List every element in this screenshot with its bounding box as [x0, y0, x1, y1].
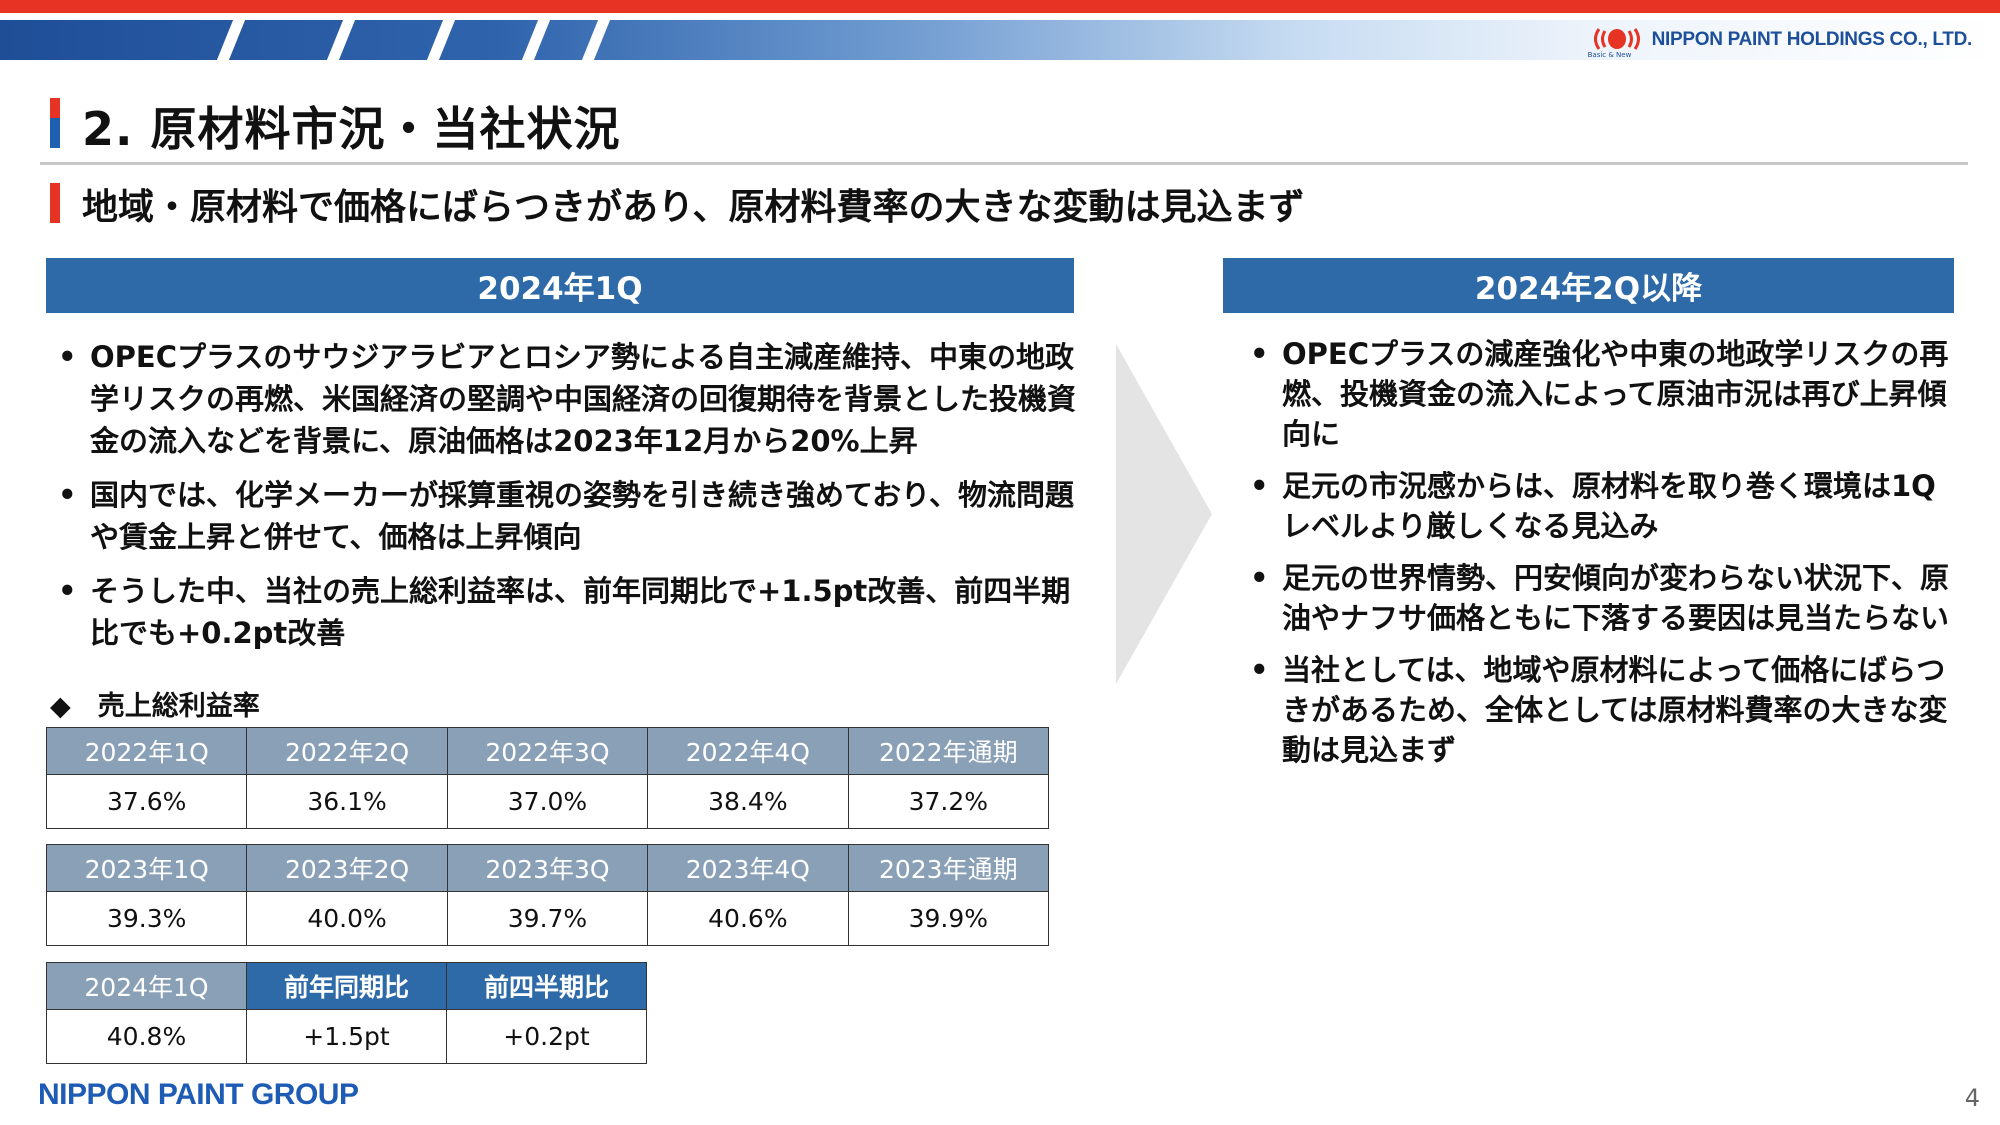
table-header-cell: 前年同期比 — [246, 962, 447, 1010]
table-row: 37.6% 36.1% 37.0% 38.4% 37.2% — [45, 774, 1050, 829]
left-bullet-list: OPECプラスのサウジアラビアとロシア勢による自主減産維持、中東の地政学リスクの… — [46, 336, 1076, 666]
table-header-cell: 2024年1Q — [46, 962, 247, 1010]
table-header-cell: 2023年2Q — [246, 844, 448, 892]
table-cell: 40.8% — [46, 1009, 247, 1064]
gross-margin-table-2024: 2024年1Q 前年同期比 前四半期比 40.8% +1.5pt +0.2pt — [46, 962, 647, 1064]
company-name: NIPPON PAINT HOLDINGS CO., LTD. — [1651, 29, 1973, 50]
table-cell: 38.4% — [647, 774, 849, 829]
table-cell: 37.2% — [847, 774, 1050, 829]
top-red-stripe — [0, 0, 2000, 13]
table-cell: +1.5pt — [246, 1009, 447, 1064]
table-cell: 36.1% — [246, 774, 448, 829]
table-header-cell: 2023年4Q — [647, 844, 849, 892]
bullet-item: 国内では、化学メーカーが採算重視の姿勢を引き続き強めており、物流問題や賃金上昇と… — [46, 474, 1076, 558]
gross-margin-caption: ◆ 売上総利益率 — [50, 691, 260, 722]
subtitle-accent-bar — [50, 183, 60, 223]
table-cell: 37.6% — [45, 774, 248, 829]
table-cell: 39.3% — [45, 891, 248, 946]
table-header-cell: 前四半期比 — [446, 962, 647, 1010]
page-number: 4 — [1964, 1084, 1980, 1112]
table-header-cell: 2023年3Q — [446, 844, 649, 892]
table-header-cell: 2022年通期 — [847, 727, 1050, 775]
group-logo: NIPPON PAINT GROUP — [38, 1078, 359, 1111]
gross-margin-table-2023: 2023年1Q 2023年2Q 2023年3Q 2023年4Q 2023年通期 … — [45, 844, 1050, 946]
table-cell: 40.6% — [647, 891, 849, 946]
table-row: 40.8% +1.5pt +0.2pt — [46, 1009, 647, 1064]
table-header-cell: 2022年4Q — [647, 727, 849, 775]
table-cell: 39.7% — [446, 891, 649, 946]
bullet-item: OPECプラスのサウジアラビアとロシア勢による自主減産維持、中東の地政学リスクの… — [46, 336, 1076, 462]
left-panel-heading: 2024年1Q — [46, 258, 1074, 313]
table-header-cell: 2022年1Q — [45, 727, 248, 775]
table-cell: 40.0% — [246, 891, 448, 946]
table-cell: +0.2pt — [446, 1009, 647, 1064]
title-accent-bar — [50, 98, 60, 148]
title-divider — [40, 162, 1968, 165]
table-cell: 39.9% — [847, 891, 1050, 946]
bullet-item: 当社としては、地域や原材料によって価格にばらつきがあるため、全体としては原材料費… — [1238, 650, 1950, 770]
table-cell: 37.0% — [446, 774, 649, 829]
table-row: 39.3% 40.0% 39.7% 40.6% 39.9% — [45, 891, 1050, 946]
table-header-cell: 2022年3Q — [446, 727, 649, 775]
table-header-cell: 2022年2Q — [246, 727, 448, 775]
page-title: 2. 原材料市況・当社状況 — [82, 102, 621, 156]
right-panel-heading: 2024年2Q以降 — [1223, 258, 1954, 313]
company-logo: Basic & New NIPPON PAINT HOLDINGS CO., L… — [1588, 26, 1973, 59]
nippon-paint-mark-icon: Basic & New — [1588, 26, 1646, 59]
tagline: Basic & New — [1587, 51, 1632, 59]
right-bullet-list: OPECプラスの減産強化や中東の地政学リスクの再燃、投機資金の流入によって原油市… — [1238, 334, 1950, 782]
bullet-item: 足元の市況感からは、原材料を取り巻く環境は1Qレベルより厳しくなる見込み — [1238, 466, 1950, 546]
table-header-cell: 2023年1Q — [45, 844, 248, 892]
bullet-item: 足元の世界情勢、円安傾向が変わらない状況下、原油やナフサ価格ともに下落する要因は… — [1238, 558, 1950, 638]
bullet-item: そうした中、当社の売上総利益率は、前年同期比で+1.5pt改善、前四半期比でも+… — [46, 570, 1076, 654]
table-header-cell: 2023年通期 — [847, 844, 1050, 892]
subtitle: 地域・原材料で価格にばらつきがあり、原材料費率の大きな変動は見込まず — [82, 187, 1305, 228]
chevron-right-icon — [1116, 344, 1212, 684]
table-header-row: 2023年1Q 2023年2Q 2023年3Q 2023年4Q 2023年通期 — [45, 844, 1050, 892]
gross-margin-table-2022: 2022年1Q 2022年2Q 2022年3Q 2022年4Q 2022年通期 … — [45, 727, 1050, 829]
bullet-item: OPECプラスの減産強化や中東の地政学リスクの再燃、投機資金の流入によって原油市… — [1238, 334, 1950, 454]
table-header-row: 2024年1Q 前年同期比 前四半期比 — [46, 962, 647, 1010]
table-header-row: 2022年1Q 2022年2Q 2022年3Q 2022年4Q 2022年通期 — [45, 727, 1050, 775]
